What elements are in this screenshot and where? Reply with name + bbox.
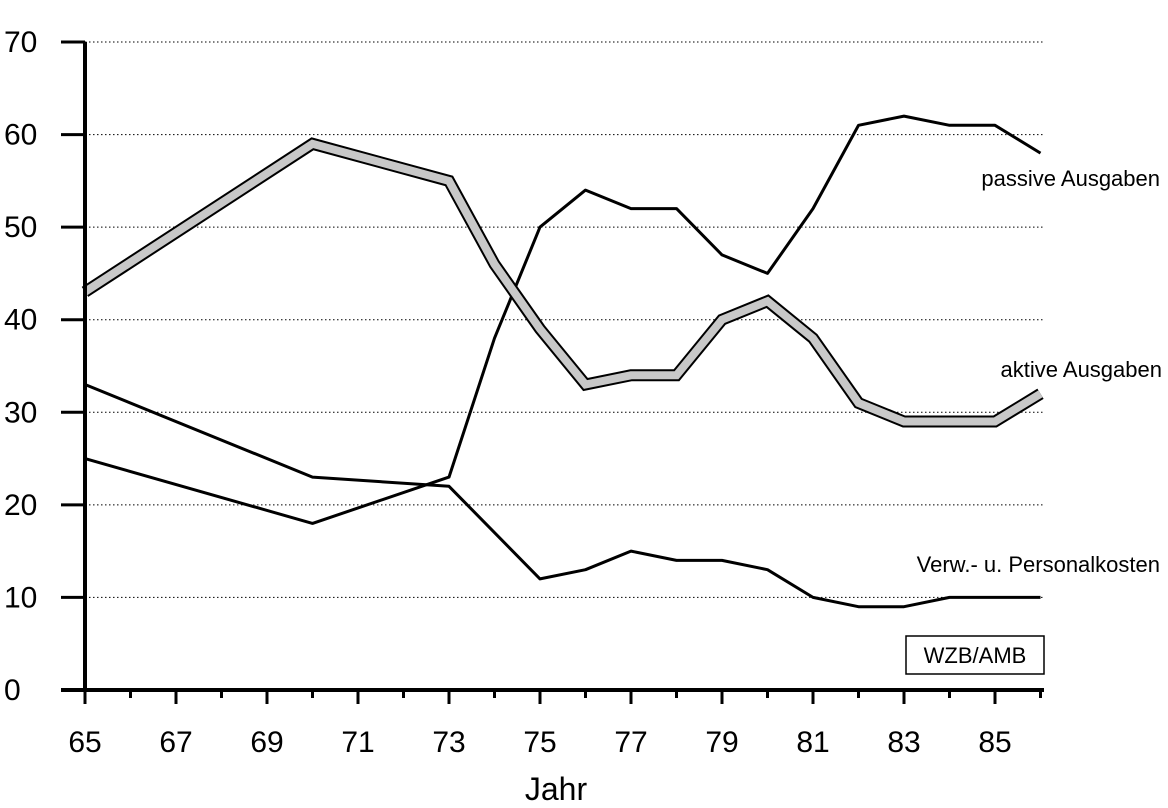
x-tick-label: 75	[523, 726, 556, 759]
y-tick-label: 50	[4, 211, 37, 244]
series-line-aktive-ausgaben	[82, 139, 1043, 426]
y-tick-label: 0	[4, 674, 21, 707]
x-tick-label: 81	[796, 726, 829, 759]
y-tick-label: 30	[4, 396, 37, 429]
x-tick-label: 77	[614, 726, 647, 759]
series-labels: passive Ausgaben aktive Ausgaben Verw.- u.…	[917, 166, 1162, 577]
x-tick-label: 69	[250, 726, 283, 759]
series-line-verw-u-personalkosten	[84, 383, 1041, 609]
series-line-aktive-ausgaben-outline	[81, 137, 1044, 428]
y-tick-label: 60	[4, 119, 37, 152]
gridlines	[85, 41, 1044, 598]
ticks: 0 10 20 30 40 50 60 70 65 67 69 71 73 75 77 79 81 83 85	[4, 26, 1042, 759]
series-label-passive-ausgaben: passive Ausgaben	[981, 166, 1160, 191]
y-tick-label: 10	[4, 581, 37, 614]
series-label-verw-u-personalkosten: Verw.- u. Personalkosten	[917, 552, 1160, 577]
x-axis-title: Jahr	[525, 771, 588, 807]
x-tick-label: 67	[159, 726, 192, 759]
series-lines	[81, 114, 1044, 609]
y-tick-label: 40	[4, 304, 37, 337]
x-tick-label: 71	[341, 726, 374, 759]
axes	[61, 42, 1044, 692]
y-tick-label: 70	[4, 26, 37, 59]
y-tick-label: 20	[4, 489, 37, 522]
source-box: WZB/AMB	[905, 635, 1045, 675]
x-tick-label: 65	[68, 726, 101, 759]
source-box-text: WZB/AMB	[924, 643, 1027, 668]
series-label-aktive-ausgaben: aktive Ausgaben	[1001, 357, 1162, 382]
x-tick-label: 85	[978, 726, 1011, 759]
x-tick-label: 83	[887, 726, 920, 759]
x-tick-label: 73	[432, 726, 465, 759]
series-line-passive-ausgaben	[84, 114, 1042, 525]
source-box-frame	[905, 635, 1045, 675]
x-tick-label: 79	[705, 726, 738, 759]
